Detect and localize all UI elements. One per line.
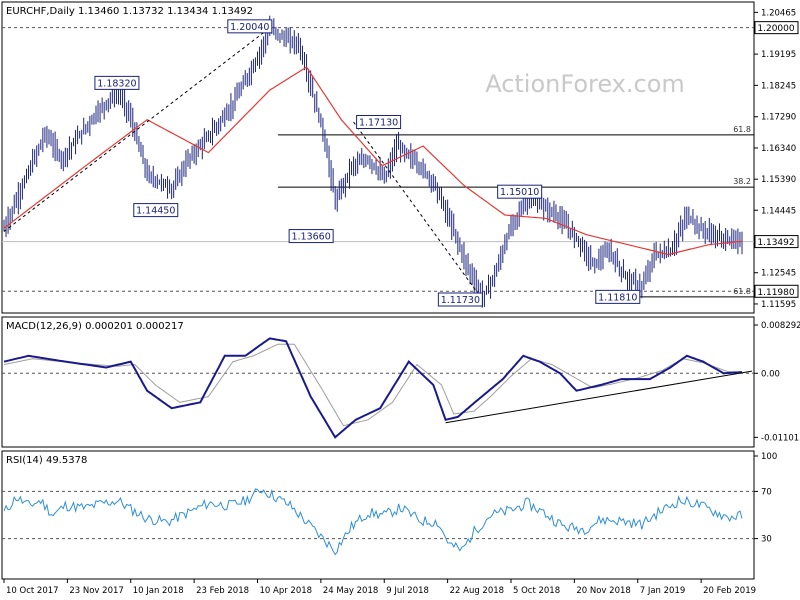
rsi-panel — [1, 450, 755, 580]
x-tick-label: 20 Nov 2018 — [576, 586, 630, 596]
rsi-line — [3, 488, 743, 556]
x-tick-label: 10 Oct 2017 — [6, 586, 59, 596]
annotation-label: 1.13660 — [291, 232, 330, 243]
x-tick-label: 23 Feb 2018 — [196, 586, 249, 596]
annotation-label: 1.20040 — [230, 22, 269, 33]
price-tick-label: 1.20465 — [761, 8, 796, 18]
annotation-box — [497, 184, 543, 199]
price-tag-label: 1.11980 — [757, 288, 794, 298]
x-tick-label: 23 Nov 2017 — [69, 586, 123, 596]
macd-panel — [1, 316, 755, 448]
price-tag-label: 1.13492 — [757, 238, 794, 248]
macd-tick-label: -0.011015 — [761, 433, 800, 443]
annotation-box — [288, 229, 334, 244]
fib-label: 38.2 — [733, 177, 751, 186]
price-tick-label: 1.16340 — [761, 144, 796, 154]
watermark: ActionForex.com — [485, 70, 685, 98]
price-tag-label: 1.20000 — [757, 24, 794, 34]
rsi-tick-label: 100 — [761, 452, 777, 462]
annotation-box — [595, 289, 641, 304]
macd-line — [3, 337, 743, 439]
price-panel — [1, 1, 755, 314]
price-tick-label: 1.12545 — [761, 269, 796, 279]
chart-header: EURCHF,Daily 1.13460 1.13732 1.13434 1.1… — [6, 6, 253, 17]
x-tick-label: 10 Apr 2018 — [259, 586, 312, 596]
macd-signal-line — [3, 343, 743, 427]
rsi-tick-label: 30 — [761, 535, 772, 545]
fib-label: 61.8 — [733, 125, 751, 134]
macd-tick-label: 0.008292 — [761, 321, 800, 331]
annotation-label: 1.11730 — [441, 295, 480, 306]
annotation-box — [94, 75, 140, 90]
annotation-box — [133, 203, 179, 218]
macd-title: MACD(12,26,9) 0.000201 0.000217 — [6, 321, 184, 332]
price-tick-label: 1.17290 — [761, 113, 796, 123]
rsi-title: RSI(14) 49.5378 — [6, 455, 87, 466]
price-tick-label: 1.11595 — [761, 300, 796, 310]
annotation-label: 1.14450 — [136, 206, 175, 217]
macd-tick-label: 0.00 — [761, 369, 780, 379]
annotation-box — [356, 114, 402, 129]
annotation-label: 1.17130 — [359, 117, 398, 128]
price-tag-box — [754, 284, 799, 298]
moving-average-line — [3, 66, 743, 256]
price-tick-label: 1.19195 — [761, 50, 796, 60]
price-tick-label: 1.14445 — [761, 206, 796, 216]
annotation-box — [227, 19, 273, 34]
x-tick-label: 7 Jan 2019 — [640, 586, 686, 596]
x-tick-label: 20 Feb 2019 — [703, 586, 756, 596]
price-tag-box — [754, 21, 799, 35]
x-tick-label: 22 Aug 2018 — [450, 586, 504, 596]
x-tick-label: 9 Jul 2018 — [386, 586, 429, 596]
fib-label: 61.8 — [733, 287, 751, 296]
x-tick-label: 24 May 2018 — [323, 586, 378, 596]
price-tag-box — [754, 235, 799, 249]
annotation-box — [437, 292, 483, 307]
annotation-label: 1.15010 — [500, 187, 539, 198]
x-tick-label: 10 Jan 2018 — [133, 586, 184, 596]
annotation-label: 1.11810 — [598, 292, 637, 303]
trendline — [353, 121, 483, 300]
x-tick-label: 5 Oct 2018 — [513, 586, 560, 596]
rsi-tick-label: 70 — [761, 487, 772, 497]
price-tick-label: 1.15390 — [761, 175, 796, 185]
price-tick-label: 1.18245 — [761, 81, 796, 91]
trendline — [3, 25, 273, 232]
macd-trendline — [445, 370, 753, 424]
annotation-label: 1.18320 — [97, 78, 136, 89]
